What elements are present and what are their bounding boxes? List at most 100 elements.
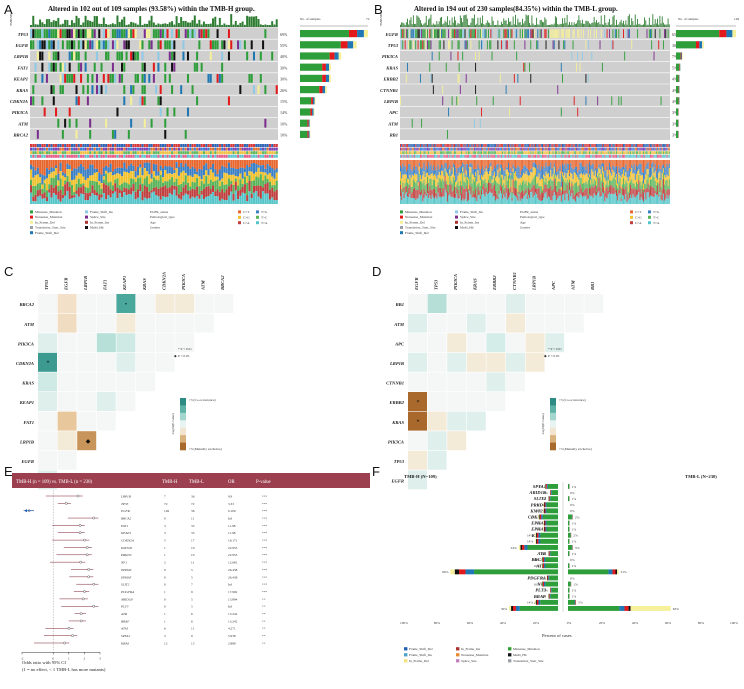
b-mutation-cell — [410, 40, 412, 50]
b-annotation-cell — [425, 151, 427, 155]
c-matrix-cell — [96, 294, 116, 313]
a-annotation-cell — [184, 154, 187, 158]
b-annotation-cell — [635, 151, 637, 155]
b-snv-segment — [637, 194, 639, 204]
a-snv-segment — [273, 185, 276, 192]
a-mutation-cell — [95, 74, 99, 83]
b-snv-segment — [512, 160, 514, 165]
a-snv-segment — [70, 160, 74, 171]
b-annotation-cell — [427, 144, 428, 147]
a-mutation-cell — [82, 40, 85, 50]
a-sample-bar-framedel — [347, 41, 354, 49]
a-snv-segment — [123, 182, 126, 188]
a-mutation-cell — [146, 29, 149, 38]
a-snv-segment — [82, 185, 85, 195]
b-snv-segment — [424, 177, 426, 186]
b-snv-segment — [660, 160, 662, 170]
a-mutation-cell — [136, 51, 139, 61]
a-annotation-cell — [64, 147, 67, 151]
b-annotation-cell — [614, 154, 616, 158]
a-snv-segment — [68, 165, 71, 170]
b-tmb-bar — [438, 21, 440, 27]
a-snv-segment — [134, 181, 137, 192]
b-snv-segment — [578, 197, 580, 204]
b-tmb-bar — [654, 19, 656, 27]
b-snv-segment — [477, 160, 479, 165]
b-snv-segment — [617, 174, 619, 184]
a-tmb-bar — [257, 18, 260, 27]
b-annotation-cell — [438, 144, 440, 147]
b-snv-segment — [443, 160, 445, 169]
b-annotation-cell — [621, 144, 623, 147]
b-annotation-cell — [497, 154, 499, 158]
b-annotation-cell — [415, 147, 417, 151]
b-annotation-cell — [590, 154, 592, 158]
b-snv-segment — [404, 174, 406, 184]
b-tmb-bar — [419, 20, 421, 27]
b-snv-segment — [605, 180, 607, 185]
c-matrix-cell — [57, 372, 77, 392]
b-annotation-cell — [421, 154, 423, 158]
b-snv-segment — [556, 172, 558, 177]
b-snv-segment — [632, 166, 634, 174]
b-annotation-cell — [424, 147, 426, 151]
b-annotation-cell — [633, 147, 635, 151]
a-annotation-cell — [148, 144, 151, 147]
b-snv-segment — [633, 183, 635, 189]
a-tmb-bar — [139, 16, 142, 27]
a-annotation-cell — [75, 144, 78, 147]
forest-arrow-head — [24, 509, 27, 513]
b-annotation-cell — [587, 154, 589, 158]
a-snv-segment — [118, 185, 121, 190]
b-annotation-cell — [500, 147, 502, 151]
b-annotation-cell — [547, 154, 549, 158]
a-snv-segment — [259, 198, 262, 204]
b-annotation-cell — [483, 147, 485, 151]
panel-a-legend: Missense_MutationNonsense_MutationIn_Fra… — [30, 210, 268, 235]
b-annotation-cell — [479, 147, 481, 151]
b-snv-segment — [589, 187, 590, 195]
b-mutation-cell — [419, 74, 421, 83]
b-annotation-cell — [401, 154, 403, 158]
b-snv-segment — [607, 174, 609, 181]
a-snv-legend-label: C>G — [243, 215, 250, 219]
a-mutation-cell — [127, 130, 130, 139]
panel-e-footer-2: (1 = no effect, < 1 TMB-L has more mutan… — [22, 667, 106, 673]
a-snv-segment — [114, 183, 117, 192]
a-snv-segment — [255, 163, 258, 172]
a-mutation-cell — [73, 74, 76, 83]
b-annotation-cell — [419, 154, 421, 158]
panel-e-letter: E — [4, 464, 13, 479]
b-mutation-cell — [432, 85, 434, 94]
b-mutation-cell — [470, 29, 472, 38]
b-snv-segment — [461, 173, 463, 186]
a-mutation-cell — [45, 29, 48, 38]
b-annotation-cell — [451, 144, 453, 147]
a-annotation-cell — [146, 144, 149, 147]
b-snv-segment — [415, 160, 417, 166]
a-mutation-cell — [98, 29, 101, 38]
b-mutation-cell — [597, 96, 599, 106]
a-snv-segment — [64, 184, 67, 196]
b-annotation-cell — [450, 144, 452, 147]
a-snv-segment — [66, 181, 69, 192]
b-annotation-cell — [529, 144, 531, 147]
a-snv-segment — [127, 172, 130, 185]
b-gene-label: PIK3CA — [382, 54, 398, 59]
a-annotation-cell — [75, 154, 78, 158]
b-percent-label: 4% — [672, 99, 678, 104]
b-mutation-cell — [451, 29, 453, 38]
a-sample-bar-inframe — [325, 86, 327, 94]
b-snv-segment — [479, 180, 481, 186]
b-snv-segment — [567, 160, 569, 165]
a-annotation-cell — [259, 144, 262, 147]
b-snv-segment — [596, 185, 598, 192]
b-annotation-cell — [641, 144, 643, 147]
b-snv-segment — [643, 192, 644, 202]
b-mutation-cell — [665, 29, 667, 38]
a-mutation-cell — [209, 40, 212, 50]
a-mutation-cell — [32, 96, 35, 106]
b-mutation-cell — [557, 29, 559, 38]
a-snv-segment — [114, 160, 117, 169]
b-annotation-cell — [486, 147, 488, 151]
